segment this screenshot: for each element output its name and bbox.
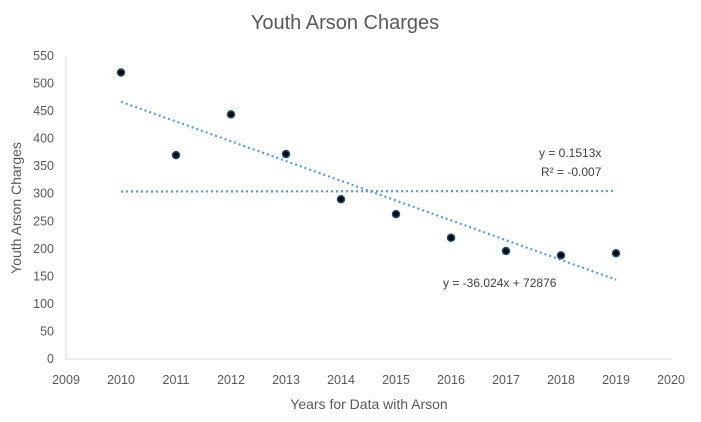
trendlines (120, 100, 617, 281)
x-tick-label-2014: 2014 (327, 373, 355, 387)
x-tick-label-2018: 2018 (547, 373, 575, 387)
y-axis-label: Youth Arson Charges (8, 142, 24, 274)
data-point-2011 (171, 150, 181, 160)
x-tick-label-2009: 2009 (52, 373, 80, 387)
y-tick-label-50: 50 (40, 324, 54, 338)
x-tick-label-2013: 2013 (272, 373, 300, 387)
chart-title: Youth Arson Charges (251, 12, 439, 34)
x-tick-label-2015: 2015 (382, 373, 410, 387)
y-tick-label-400: 400 (33, 132, 54, 146)
trendline-origin-equation-label: y = 0.1513x (539, 146, 601, 160)
x-tick-label-2017: 2017 (492, 373, 520, 387)
y-tick-label-200: 200 (33, 242, 54, 256)
y-tick-labels: 0 50 100 150 200 250 300 350 400 450 500 550 (33, 49, 54, 366)
x-tick-label-2020: 2020 (657, 373, 685, 387)
y-tick-label-150: 150 (33, 269, 54, 283)
data-point-2010 (116, 68, 126, 77)
data-point-2014 (336, 194, 346, 204)
x-tick-label-2019: 2019 (602, 373, 630, 387)
trendline-linear-through-origin (120, 189, 617, 193)
x-tick-label-2012: 2012 (217, 373, 245, 387)
data-point-2012 (226, 110, 236, 119)
y-tick-label-500: 500 (33, 77, 54, 91)
x-axis-label: Years for Data with Arson (290, 396, 447, 412)
y-tick-label-350: 350 (33, 159, 54, 173)
y-tick-label-100: 100 (33, 297, 54, 311)
x-tick-label-2011: 2011 (163, 373, 190, 387)
y-tick-label-300: 300 (33, 187, 54, 201)
x-tick-label-2016: 2016 (437, 373, 465, 387)
y-tick-label-0: 0 (47, 352, 54, 366)
data-point-2013 (281, 149, 291, 159)
y-tick-label-250: 250 (33, 214, 54, 228)
r-squared-label: R² = -0.007 (541, 165, 602, 179)
data-point-2017 (501, 246, 511, 256)
data-point-2019 (611, 248, 621, 258)
data-point-2016 (446, 233, 456, 243)
x-tick-label-2010: 2010 (107, 373, 135, 387)
data-points (116, 68, 621, 260)
y-tick-label-450: 450 (33, 104, 54, 118)
data-point-2015 (391, 209, 401, 219)
x-tick-labels: 2009 2010 2011 2012 2013 2014 2015 2016 2017 2018… (52, 373, 685, 387)
y-tick-label-550: 550 (33, 49, 54, 63)
data-point-2018 (556, 251, 566, 260)
trendline-equation-label: y = -36.024x + 72876 (443, 276, 557, 290)
